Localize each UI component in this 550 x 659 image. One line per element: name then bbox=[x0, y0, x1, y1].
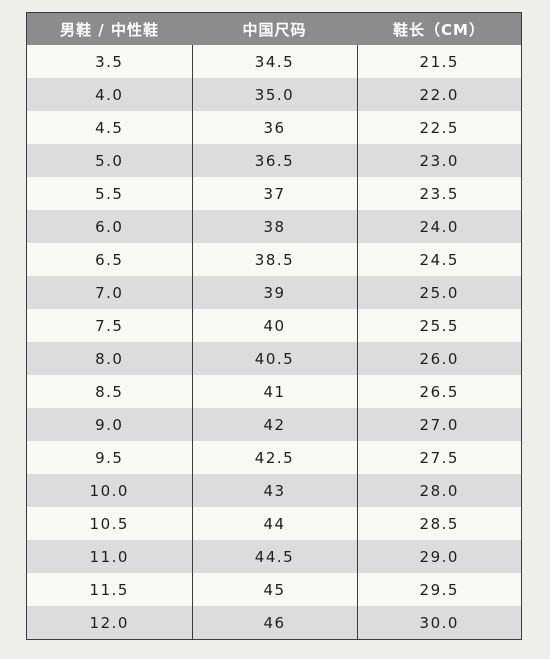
table-row: 5.5 37 23.5 bbox=[27, 177, 521, 210]
us-size-cell: 7.5 bbox=[27, 309, 192, 342]
table-row: 10.0 43 28.0 bbox=[27, 474, 521, 507]
table-row: 12.0 46 30.0 bbox=[27, 606, 521, 639]
us-size-cell: 5.0 bbox=[27, 144, 192, 177]
header-row: 男鞋 / 中性鞋 中国尺码 鞋长（CM） bbox=[27, 13, 521, 45]
table-row: 9.5 42.5 27.5 bbox=[27, 441, 521, 474]
table-row: 6.5 38.5 24.5 bbox=[27, 243, 521, 276]
china-size-cell: 44.5 bbox=[191, 540, 357, 573]
foot-length-cell: 25.0 bbox=[356, 276, 521, 309]
china-size-cell: 38 bbox=[191, 210, 357, 243]
china-size-cell: 34.5 bbox=[191, 45, 357, 78]
table-row: 9.0 42 27.0 bbox=[27, 408, 521, 441]
header-china-size: 中国尺码 bbox=[192, 13, 357, 45]
china-size-cell: 45 bbox=[191, 573, 357, 606]
us-size-cell: 10.5 bbox=[27, 507, 192, 540]
china-size-cell: 44 bbox=[191, 507, 357, 540]
china-size-cell: 41 bbox=[191, 375, 357, 408]
table-row: 7.5 40 25.5 bbox=[27, 309, 521, 342]
us-size-cell: 12.0 bbox=[27, 606, 192, 639]
foot-length-cell: 27.0 bbox=[356, 408, 521, 441]
table-row: 3.5 34.5 21.5 bbox=[27, 45, 521, 78]
us-size-cell: 6.0 bbox=[27, 210, 192, 243]
foot-length-cell: 23.5 bbox=[356, 177, 521, 210]
foot-length-cell: 21.5 bbox=[356, 45, 521, 78]
us-size-cell: 8.5 bbox=[27, 375, 192, 408]
us-size-cell: 4.5 bbox=[27, 111, 192, 144]
us-size-cell: 7.0 bbox=[27, 276, 192, 309]
size-chart: 男鞋 / 中性鞋 中国尺码 鞋长（CM） 3.5 34.5 21.5 4.0 35.0 2… bbox=[26, 12, 522, 640]
table-row: 6.0 38 24.0 bbox=[27, 210, 521, 243]
us-size-cell: 5.5 bbox=[27, 177, 192, 210]
us-size-cell: 9.5 bbox=[27, 441, 192, 474]
table-row: 8.0 40.5 26.0 bbox=[27, 342, 521, 375]
table-row: 8.5 41 26.5 bbox=[27, 375, 521, 408]
foot-length-cell: 29.5 bbox=[356, 573, 521, 606]
us-size-cell: 9.0 bbox=[27, 408, 192, 441]
foot-length-cell: 24.5 bbox=[356, 243, 521, 276]
foot-length-cell: 23.0 bbox=[356, 144, 521, 177]
us-size-cell: 8.0 bbox=[27, 342, 192, 375]
foot-length-cell: 25.5 bbox=[356, 309, 521, 342]
table-row: 10.5 44 28.5 bbox=[27, 507, 521, 540]
china-size-cell: 40 bbox=[191, 309, 357, 342]
us-size-cell: 11.0 bbox=[27, 540, 192, 573]
china-size-cell: 36.5 bbox=[191, 144, 357, 177]
us-size-cell: 6.5 bbox=[27, 243, 192, 276]
china-size-cell: 46 bbox=[191, 606, 357, 639]
foot-length-cell: 22.0 bbox=[356, 78, 521, 111]
china-size-cell: 38.5 bbox=[191, 243, 357, 276]
foot-length-cell: 26.5 bbox=[356, 375, 521, 408]
foot-length-cell: 24.0 bbox=[356, 210, 521, 243]
header-foot-length: 鞋长（CM） bbox=[357, 13, 521, 45]
china-size-cell: 39 bbox=[191, 276, 357, 309]
foot-length-cell: 22.5 bbox=[356, 111, 521, 144]
table-row: 4.5 36 22.5 bbox=[27, 111, 521, 144]
china-size-cell: 43 bbox=[191, 474, 357, 507]
foot-length-cell: 30.0 bbox=[356, 606, 521, 639]
china-size-cell: 42 bbox=[191, 408, 357, 441]
table-row: 5.0 36.5 23.0 bbox=[27, 144, 521, 177]
foot-length-cell: 28.5 bbox=[356, 507, 521, 540]
table-row: 11.5 45 29.5 bbox=[27, 573, 521, 606]
china-size-cell: 35.0 bbox=[191, 78, 357, 111]
china-size-cell: 36 bbox=[191, 111, 357, 144]
table-row: 4.0 35.0 22.0 bbox=[27, 78, 521, 111]
header-us-size: 男鞋 / 中性鞋 bbox=[27, 13, 192, 45]
us-size-cell: 4.0 bbox=[27, 78, 192, 111]
table-row: 11.0 44.5 29.0 bbox=[27, 540, 521, 573]
us-size-cell: 3.5 bbox=[27, 45, 192, 78]
table-row: 7.0 39 25.0 bbox=[27, 276, 521, 309]
foot-length-cell: 27.5 bbox=[356, 441, 521, 474]
foot-length-cell: 29.0 bbox=[356, 540, 521, 573]
us-size-cell: 10.0 bbox=[27, 474, 192, 507]
china-size-cell: 42.5 bbox=[191, 441, 357, 474]
china-size-cell: 40.5 bbox=[191, 342, 357, 375]
foot-length-cell: 28.0 bbox=[356, 474, 521, 507]
size-table: 男鞋 / 中性鞋 中国尺码 鞋长（CM） 3.5 34.5 21.5 4.0 35.0 2… bbox=[27, 13, 521, 639]
us-size-cell: 11.5 bbox=[27, 573, 192, 606]
foot-length-cell: 26.0 bbox=[356, 342, 521, 375]
china-size-cell: 37 bbox=[191, 177, 357, 210]
